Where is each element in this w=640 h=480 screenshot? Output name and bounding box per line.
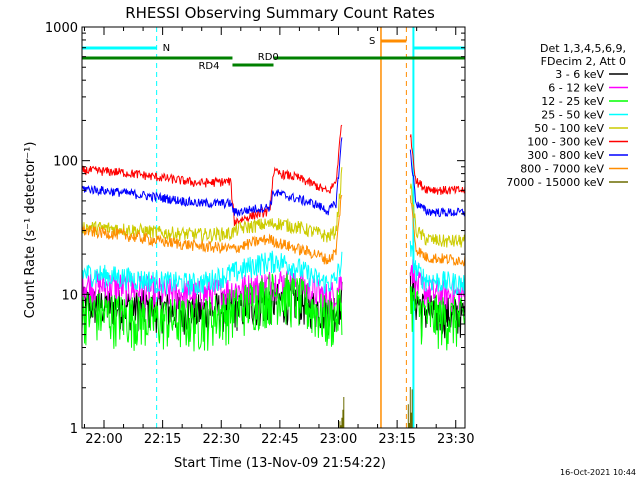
- series-line-12-25keV: [81, 273, 466, 352]
- y-tick-label: 1000: [45, 21, 78, 36]
- date-stamp: 16-Oct-2021 10:44: [560, 468, 636, 477]
- legend-header-line-1: Det 1,3,4,5,6,9,: [540, 42, 626, 55]
- decim-label-rd4: RD4: [198, 61, 219, 72]
- legend-label: 300 - 800 keV: [527, 149, 604, 162]
- x-tick-label: 22:45: [261, 432, 298, 447]
- legend-label: 25 - 50 keV: [541, 109, 604, 122]
- legend-label: 3 - 6 keV: [555, 68, 604, 81]
- x-axis-label: Start Time (13-Nov-09 21:54:22): [174, 456, 386, 471]
- legend-label: 50 - 100 keV: [534, 122, 604, 135]
- legend-label: 800 - 7000 keV: [520, 163, 604, 176]
- series-line-25-50keV: [81, 240, 466, 296]
- chart-title: RHESSI Observing Summary Count Rates: [125, 4, 435, 22]
- plot-frame: [81, 26, 466, 429]
- x-tick-label: 23:00: [320, 432, 357, 447]
- legend-label: 100 - 300 keV: [527, 136, 604, 149]
- legend-label: 7000 - 15000 keV: [506, 176, 604, 189]
- decim-label-rd0: RD0: [258, 52, 279, 63]
- x-tick-label: 22:30: [203, 432, 240, 447]
- x-tick-label: 22:15: [144, 432, 181, 447]
- saa-label: S: [369, 36, 375, 47]
- series-line-300-800keV: [81, 137, 466, 218]
- series-line-100-300keV: [81, 124, 466, 226]
- y-axis-label: Count Rate (s⁻¹ detector⁻¹): [23, 142, 38, 319]
- legend-header-line-2: FDecim 2, Att 0: [541, 55, 626, 68]
- x-tick-label: 22:00: [85, 432, 122, 447]
- series-line-7000-15000keV: [339, 387, 413, 428]
- y-tick-label: 100: [53, 155, 78, 170]
- series-line-800-7000keV: [81, 194, 466, 267]
- legend-label: 6 - 12 keV: [548, 82, 604, 95]
- x-tick-label: 23:15: [378, 432, 415, 447]
- y-tick-label: 1: [70, 422, 78, 437]
- y-tick-label: 10: [61, 288, 78, 303]
- legend-label: 12 - 25 keV: [541, 95, 604, 108]
- night-label: N: [163, 43, 170, 54]
- x-tick-label: 23:30: [437, 432, 474, 447]
